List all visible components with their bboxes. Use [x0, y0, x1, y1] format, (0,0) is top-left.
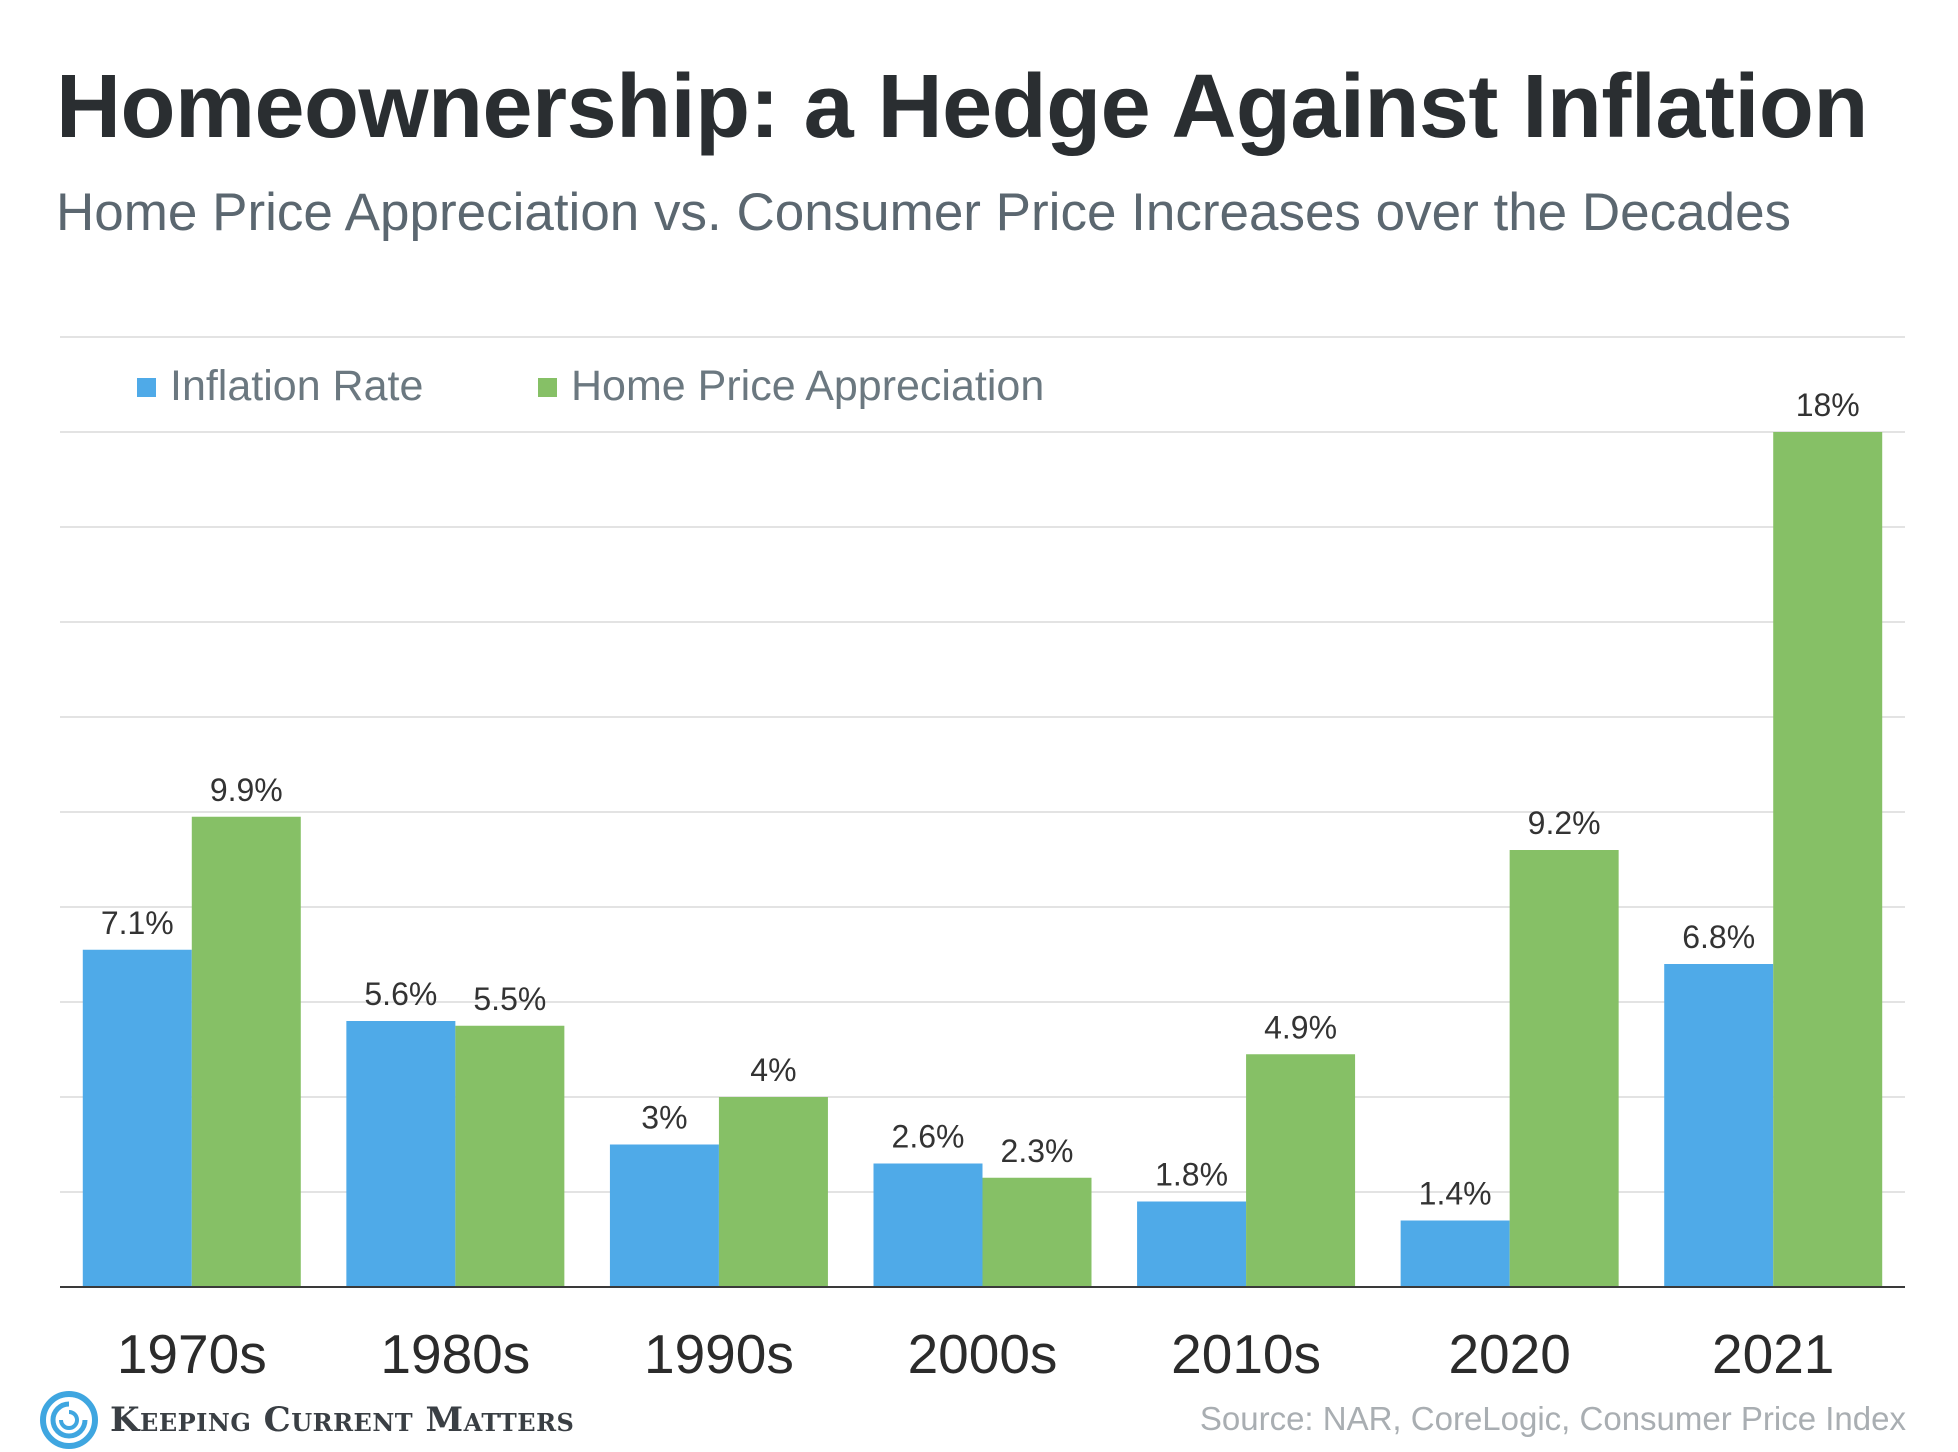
bar-inflation-rate-2000s — [873, 1163, 983, 1287]
category-labels: 1970s 1980s 1990s 2000s 2010s 2020 2021 — [117, 1323, 1835, 1385]
logo: Keeping Current Matters — [40, 1388, 574, 1452]
data-label: 18% — [1796, 387, 1860, 423]
category-label: 2021 — [1712, 1323, 1834, 1385]
value-labels: 7.1% 9.9% 5.6% 5.5% 3% 4% 2.6% 2.3% 1.8% 4.9% 1.4%… — [101, 387, 1860, 1212]
category-label: 1990s — [644, 1323, 794, 1385]
data-label: 2.6% — [892, 1119, 965, 1155]
bar-home-price-appreciation-1980s — [455, 1025, 565, 1287]
chart-title: Homeownership: a Hedge Against Inflation — [56, 57, 1868, 157]
logo-text: Keeping Current Matters — [110, 1400, 575, 1440]
bar-inflation-rate-2021 — [1664, 964, 1774, 1287]
chart-subtitle: Home Price Appreciation vs. Consumer Pri… — [56, 183, 1792, 242]
data-label: 3% — [641, 1100, 687, 1136]
bar-inflation-rate-1990s — [609, 1144, 719, 1287]
bar-home-price-appreciation-2020 — [1509, 850, 1619, 1287]
gridlines — [60, 336, 1905, 1193]
legend-label-home-price-appreciation: Home Price Appreciation — [571, 362, 1044, 410]
bar-home-price-appreciation-2021 — [1773, 432, 1883, 1287]
data-label: 5.5% — [473, 981, 546, 1017]
bar-home-price-appreciation-2000s — [982, 1177, 1092, 1287]
bar-inflation-rate-1970s — [82, 949, 192, 1287]
bar-home-price-appreciation-2010s — [1246, 1054, 1356, 1287]
data-label: 9.2% — [1528, 805, 1601, 841]
bar-home-price-appreciation-1990s — [718, 1097, 828, 1287]
data-label: 6.8% — [1682, 919, 1755, 955]
legend-label-inflation-rate: Inflation Rate — [170, 362, 423, 410]
bars — [82, 432, 1883, 1287]
source-note: Source: NAR, CoreLogic, Consumer Price I… — [1199, 1400, 1906, 1437]
data-label: 1.8% — [1155, 1157, 1228, 1193]
category-label: 1970s — [117, 1323, 267, 1385]
bar-inflation-rate-2010s — [1137, 1201, 1247, 1287]
data-label: 2.3% — [1001, 1133, 1074, 1169]
data-label: 5.6% — [364, 976, 437, 1012]
data-label: 7.1% — [101, 905, 174, 941]
legend-swatch-inflation-rate — [137, 378, 156, 397]
category-label: 1980s — [380, 1323, 530, 1385]
logo-swirl-icon — [40, 1391, 98, 1449]
data-label: 9.9% — [210, 772, 283, 808]
bar-inflation-rate-1980s — [346, 1021, 456, 1287]
data-label: 4.9% — [1264, 1009, 1337, 1045]
bar-home-price-appreciation-1970s — [191, 816, 301, 1287]
category-label: 2010s — [1171, 1323, 1321, 1385]
data-label: 4% — [750, 1052, 796, 1088]
category-label: 2020 — [1448, 1323, 1570, 1385]
bar-inflation-rate-2020 — [1400, 1220, 1510, 1287]
data-label: 1.4% — [1419, 1176, 1492, 1212]
category-label: 2000s — [908, 1323, 1058, 1385]
legend-swatch-home-price-appreciation — [538, 378, 557, 397]
legend: Inflation Rate Home Price Appreciation — [137, 362, 1044, 410]
